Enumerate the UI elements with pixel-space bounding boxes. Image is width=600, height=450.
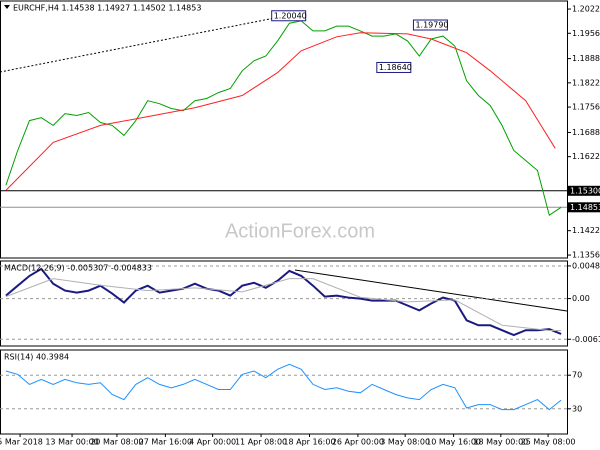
series-line (5, 363, 562, 411)
x-tick-label: 11 Apr 08:00 (235, 438, 287, 447)
y-tick-label: 1.19566 (572, 29, 600, 38)
panel-title: RSI(14) 40.3984 (4, 353, 69, 362)
panel-title: EURCHF,H4 1.14538 1.14927 1.14502 1.1485… (13, 4, 201, 13)
panel-frame (0, 0, 568, 259)
x-tick-label: 25 May 08:00 (521, 438, 576, 447)
panel-frame (0, 349, 568, 435)
y-tick-label: 70 (572, 371, 582, 380)
trend-line (0, 14, 291, 73)
annotation-label: 1.20040 (274, 11, 307, 20)
series-line (5, 32, 556, 191)
x-tick-label: 3 May 08:00 (380, 438, 430, 447)
price-label-box (568, 202, 600, 213)
y-tick-label: 0.00 (572, 294, 590, 303)
price-label: 1.15300 (570, 186, 600, 195)
y-tick-label: 1.20222 (572, 5, 600, 14)
y-tick-label: 1.14220 (572, 226, 600, 235)
dropdown-icon (4, 5, 10, 9)
price-label: 1.14853 (570, 203, 600, 212)
x-tick-label: 4 Apr 00:00 (189, 438, 236, 447)
y-tick-label: -0.006108 (572, 335, 600, 344)
x-tick-label: 20 Mar 08:00 (90, 438, 143, 447)
y-tick-label: 1.13560 (572, 251, 600, 260)
series-line (5, 267, 562, 337)
annotation-box (412, 19, 448, 31)
y-tick-label: 30 (572, 404, 582, 413)
panel-title: MACD(12,26,9) -0.005307 -0.004833 (4, 264, 152, 273)
series-line (5, 20, 562, 217)
annotation-label: 1.19790 (415, 21, 448, 30)
x-tick-label: 18 Apr 16:00 (283, 438, 335, 447)
price-label-box (568, 185, 600, 196)
series-line (5, 278, 562, 331)
x-tick-label: 18 May 00:00 (473, 438, 528, 447)
x-tick-label: 10 May 16:00 (426, 438, 481, 447)
y-tick-label: 1.16224 (572, 152, 600, 161)
y-tick-label: 1.18224 (572, 78, 600, 87)
y-tick-label: 1.16880 (572, 128, 600, 137)
x-tick-label: 26 Apr 00:00 (332, 438, 384, 447)
panel-frame (0, 260, 568, 347)
y-tick-label: 1.17568 (572, 103, 600, 112)
watermark: ActionForex.com (225, 220, 375, 242)
y-tick-label: 1.18880 (572, 54, 600, 63)
annotation-box (271, 10, 307, 22)
x-tick-label: 5 Mar 2018 (0, 438, 43, 447)
annotation-label: 1.18640 (379, 63, 412, 72)
x-tick-label: 13 Mar 00:00 (45, 438, 98, 447)
y-tick-label: 0.004898 (572, 261, 600, 270)
annotation-box (376, 61, 412, 73)
x-tick-label: 27 Mar 16:00 (139, 438, 192, 447)
macd-trend-line (294, 269, 568, 312)
